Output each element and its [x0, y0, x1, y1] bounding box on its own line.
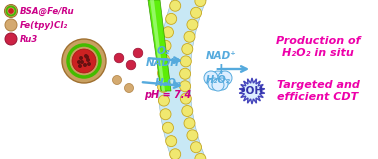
Text: O₂: O₂ — [156, 46, 170, 56]
Polygon shape — [239, 78, 265, 104]
Circle shape — [78, 64, 82, 68]
Text: NADH: NADH — [146, 58, 180, 68]
Circle shape — [191, 7, 201, 18]
Circle shape — [187, 19, 198, 30]
Circle shape — [180, 68, 191, 79]
Circle shape — [5, 4, 17, 17]
Circle shape — [187, 130, 198, 141]
Circle shape — [126, 60, 136, 70]
Circle shape — [180, 56, 191, 67]
Circle shape — [84, 54, 88, 58]
Text: +: + — [215, 62, 228, 76]
Circle shape — [83, 63, 87, 67]
Circle shape — [77, 60, 81, 64]
Circle shape — [184, 31, 195, 42]
Circle shape — [163, 27, 174, 38]
Circle shape — [170, 0, 181, 11]
Circle shape — [204, 71, 218, 85]
Circle shape — [212, 79, 224, 91]
Circle shape — [85, 55, 89, 59]
Text: pH = 7.4: pH = 7.4 — [144, 90, 192, 100]
Circle shape — [195, 153, 206, 159]
Polygon shape — [150, 0, 165, 91]
Circle shape — [195, 0, 206, 7]
Circle shape — [209, 71, 227, 89]
Circle shape — [158, 95, 169, 106]
Circle shape — [158, 68, 169, 79]
Circle shape — [163, 122, 174, 133]
Circle shape — [158, 54, 169, 65]
Circle shape — [180, 93, 191, 104]
Text: Production of
H₂O₂ in situ: Production of H₂O₂ in situ — [276, 36, 360, 58]
Text: NAD⁺: NAD⁺ — [206, 51, 236, 61]
Text: Fe(tpy)Cl₂: Fe(tpy)Cl₂ — [20, 21, 68, 30]
Circle shape — [208, 78, 220, 90]
Circle shape — [5, 33, 17, 45]
Circle shape — [72, 49, 96, 73]
Circle shape — [86, 58, 90, 62]
Polygon shape — [148, 0, 171, 91]
Circle shape — [218, 71, 232, 85]
Circle shape — [113, 76, 121, 84]
Circle shape — [79, 56, 83, 60]
Circle shape — [160, 109, 171, 120]
Circle shape — [166, 13, 177, 24]
Circle shape — [87, 62, 91, 66]
Text: •OH: •OH — [240, 86, 264, 96]
Circle shape — [170, 149, 181, 159]
Circle shape — [133, 48, 143, 58]
Circle shape — [182, 105, 193, 117]
Circle shape — [180, 81, 191, 92]
Circle shape — [166, 136, 177, 147]
Circle shape — [124, 83, 133, 93]
Circle shape — [216, 78, 228, 90]
Circle shape — [184, 118, 195, 129]
Circle shape — [160, 40, 171, 51]
Circle shape — [191, 142, 201, 153]
Circle shape — [5, 19, 17, 31]
Text: H₂O₂: H₂O₂ — [155, 78, 181, 88]
Text: Ru3: Ru3 — [20, 35, 38, 44]
Circle shape — [182, 44, 193, 55]
Circle shape — [114, 53, 124, 63]
Wedge shape — [158, 0, 280, 159]
Text: H₂O₂: H₂O₂ — [206, 75, 231, 85]
Circle shape — [8, 8, 14, 14]
Text: BSA@Fe/Ru: BSA@Fe/Ru — [20, 6, 74, 16]
Circle shape — [158, 81, 169, 92]
Circle shape — [80, 60, 84, 64]
Circle shape — [62, 39, 106, 83]
Text: Targeted and
efficient CDT: Targeted and efficient CDT — [277, 80, 359, 102]
